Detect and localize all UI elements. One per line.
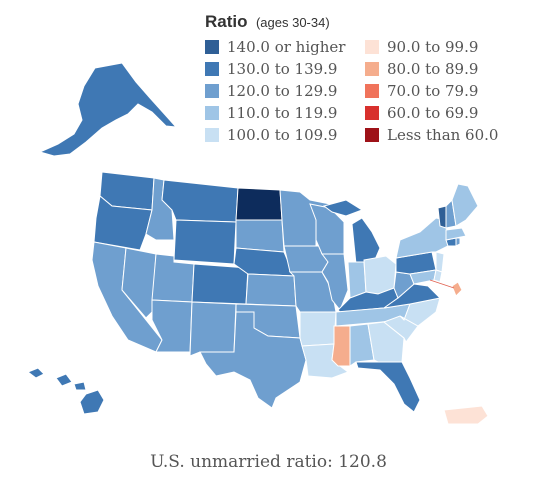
- state-texas[interactable]: [199, 311, 307, 409]
- state-alabama[interactable]: [349, 323, 375, 367]
- legend-column-left: 140.0 or higher 130.0 to 139.9 120.0 to …: [205, 36, 365, 146]
- state-south-dakota[interactable]: [235, 219, 285, 253]
- state-hawaii-maui[interactable]: [55, 373, 73, 387]
- state-rhode-island[interactable]: [455, 237, 461, 247]
- legend-label: 80.0 to 89.9: [387, 60, 479, 78]
- legend-item: Less than 60.0: [365, 124, 525, 146]
- legend-label: 140.0 or higher: [227, 38, 346, 56]
- state-arkansas[interactable]: [299, 311, 337, 347]
- state-delaware[interactable]: [433, 269, 443, 283]
- state-oregon[interactable]: [93, 195, 153, 251]
- state-hawaii-big-island[interactable]: [79, 389, 105, 415]
- legend-item: 140.0 or higher: [205, 36, 365, 58]
- legend-columns: 140.0 or higher 130.0 to 139.9 120.0 to …: [205, 36, 525, 146]
- state-massachusetts[interactable]: [445, 227, 467, 241]
- state-nevada[interactable]: [121, 247, 157, 319]
- state-district-of-columbia[interactable]: [451, 281, 463, 297]
- legend-item: 120.0 to 129.9: [205, 80, 365, 102]
- national-ratio-caption: U.S. unmarried ratio: 120.8: [150, 452, 387, 472]
- legend-item: 90.0 to 99.9: [365, 36, 525, 58]
- state-florida[interactable]: [355, 361, 421, 413]
- legend-swatch: [365, 128, 379, 142]
- legend-swatch: [365, 40, 379, 54]
- state-michigan[interactable]: [351, 217, 381, 265]
- legend-swatch: [205, 128, 219, 142]
- legend-swatch: [205, 84, 219, 98]
- state-ohio[interactable]: [363, 255, 397, 295]
- legend-label: 70.0 to 79.9: [387, 82, 479, 100]
- state-north-dakota[interactable]: [235, 187, 283, 221]
- legend-item: 70.0 to 79.9: [365, 80, 525, 102]
- legend-subtitle: (ages 30-34): [255, 15, 330, 30]
- state-alaska[interactable]: [38, 62, 178, 157]
- state-wyoming[interactable]: [173, 219, 237, 265]
- state-michigan-upper[interactable]: [322, 199, 364, 217]
- legend-title-text: Ratio: [205, 12, 248, 31]
- legend-item: 110.0 to 119.9: [205, 102, 365, 124]
- state-mississippi[interactable]: [331, 325, 351, 367]
- legend-label: 130.0 to 139.9: [227, 60, 338, 78]
- state-new-jersey[interactable]: [435, 251, 445, 273]
- legend-item: 130.0 to 139.9: [205, 58, 365, 80]
- state-new-mexico[interactable]: [189, 301, 237, 357]
- legend-label: Less than 60.0: [387, 126, 499, 144]
- state-montana[interactable]: [161, 179, 239, 223]
- legend-item: 60.0 to 69.9: [365, 102, 525, 124]
- state-south-carolina[interactable]: [383, 315, 419, 343]
- legend-item: 100.0 to 109.9: [205, 124, 365, 146]
- legend-label: 100.0 to 109.9: [227, 126, 338, 144]
- legend-label: 120.0 to 129.9: [227, 82, 338, 100]
- legend-swatch: [365, 84, 379, 98]
- state-hawaii-molokai[interactable]: [73, 381, 87, 391]
- state-colorado[interactable]: [191, 263, 249, 305]
- state-kansas[interactable]: [245, 273, 297, 307]
- state-hawaii-oahu[interactable]: [26, 367, 45, 379]
- dc-leader-line: [429, 279, 455, 289]
- state-maine[interactable]: [451, 183, 479, 227]
- legend-swatch: [365, 62, 379, 76]
- legend-label: 60.0 to 69.9: [387, 104, 479, 122]
- territory-puerto-rico[interactable]: [443, 405, 489, 425]
- legend-label: 90.0 to 99.9: [387, 38, 479, 56]
- legend-column-right: 90.0 to 99.9 80.0 to 89.9 70.0 to 79.9 6…: [365, 36, 525, 146]
- legend-label: 110.0 to 119.9: [227, 104, 338, 122]
- legend-item: 80.0 to 89.9: [365, 58, 525, 80]
- legend-swatch: [205, 106, 219, 120]
- legend-title: Ratio (ages 30-34): [205, 12, 525, 32]
- map-legend: Ratio (ages 30-34) 140.0 or higher 130.0…: [205, 12, 525, 146]
- state-illinois[interactable]: [321, 253, 349, 311]
- legend-swatch: [205, 40, 219, 54]
- legend-swatch: [205, 62, 219, 76]
- legend-swatch: [365, 106, 379, 120]
